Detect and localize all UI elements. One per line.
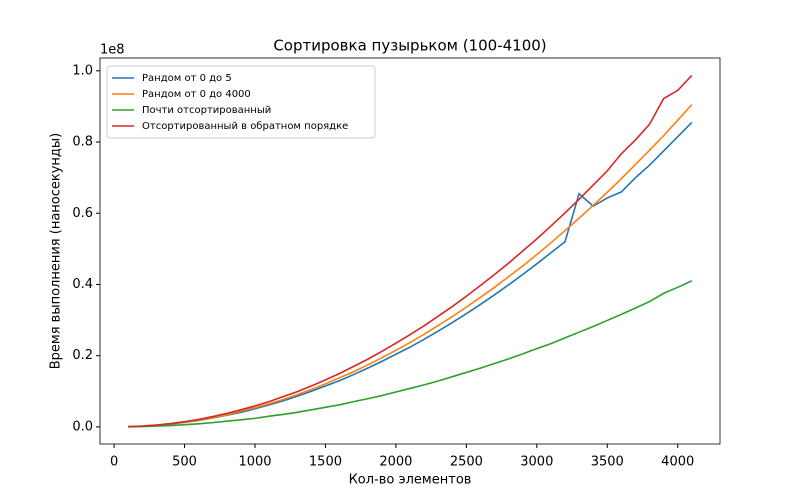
legend-label: Отсортированный в обратном порядке xyxy=(142,121,348,132)
y-tick-label: 0.6 xyxy=(72,206,93,221)
y-tick-label: 0.2 xyxy=(72,348,93,363)
x-tick-label: 500 xyxy=(172,455,197,470)
plot-frame xyxy=(99,57,721,445)
y-tick-label: 0.4 xyxy=(72,277,93,292)
x-axis-label: Кол-во элементов xyxy=(349,473,472,488)
y-axis-label: Время выполнения (наносекунды) xyxy=(49,133,64,370)
y-tick-label: 0.8 xyxy=(72,135,93,150)
x-tick-label: 2000 xyxy=(379,455,412,470)
series-line xyxy=(128,280,693,428)
legend-label: Рандом от 0 до 4000 xyxy=(142,89,251,100)
y-offset-label: 1e8 xyxy=(100,43,125,58)
series-line xyxy=(128,74,693,428)
x-tick-label: 4000 xyxy=(661,455,694,470)
legend-box xyxy=(106,65,376,139)
x-tick-label: 2500 xyxy=(450,455,483,470)
x-tick-label: 1000 xyxy=(238,455,271,470)
legend-label: Почти отсортированный xyxy=(142,105,271,116)
y-tick-label: 1.0 xyxy=(72,63,93,78)
legend-label: Рандом от 0 до 5 xyxy=(142,73,232,84)
chart-title: Сортировка пузырьком (100-4100) xyxy=(273,37,546,55)
series-line xyxy=(128,104,693,428)
x-tick-label: 3000 xyxy=(520,455,553,470)
x-tick-label: 3500 xyxy=(591,455,624,470)
y-tick-label: 0.0 xyxy=(72,419,93,434)
x-tick-label: 0 xyxy=(110,455,118,470)
series-line xyxy=(128,121,693,428)
x-tick-label: 1500 xyxy=(309,455,342,470)
